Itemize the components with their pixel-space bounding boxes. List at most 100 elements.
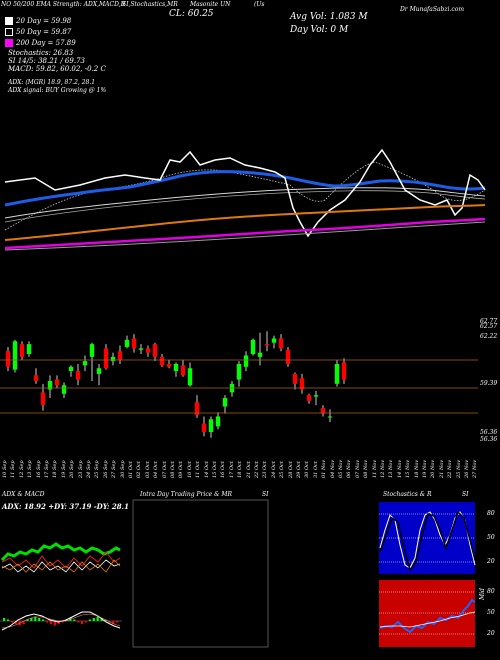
macd-histogram-bar <box>92 618 95 621</box>
macd-signal-line <box>1 613 121 629</box>
candle-body <box>306 395 312 401</box>
candle-body <box>131 338 137 349</box>
macd-line: MACD: 59.82, 60.02, -0.2 C <box>8 65 106 73</box>
price-label-3: 62.22 <box>480 333 498 340</box>
date-label: 13 Nov <box>388 459 395 478</box>
macd-histogram-bar <box>45 621 49 623</box>
si-line: SI 14/5: 38.21 / 69.73 <box>8 57 85 65</box>
date-label: 02 Oct <box>136 461 143 478</box>
candle-body <box>145 348 151 353</box>
macd-histogram-bar <box>38 618 41 621</box>
macd-histogram-bar <box>81 621 84 624</box>
price-label-1: 62.77 <box>480 318 498 325</box>
adx-red-line <box>1 551 121 569</box>
date-label: 14 Oct <box>203 461 210 478</box>
header-title-right2: Dr MunafaSabzi.com <box>400 6 465 13</box>
stoch-panel-title: Stochastics & R <box>383 491 432 498</box>
intraday-panel-frame <box>132 499 269 648</box>
candle-body <box>257 352 263 357</box>
date-label: 23 Oct <box>262 461 269 478</box>
ema-section <box>4 148 486 251</box>
header-title-right: (Us <box>254 1 265 8</box>
candle-body <box>208 419 214 433</box>
candle-body <box>5 351 11 367</box>
date-label: 31 Oct <box>312 461 319 478</box>
adx-green-line <box>0 542 121 562</box>
date-label: 23 Sep <box>77 460 84 478</box>
macd-histogram-bar <box>88 619 91 621</box>
candle-body <box>166 363 172 367</box>
ema-white-volatile-line <box>4 148 486 238</box>
candle-body <box>96 368 102 374</box>
date-label: 18 Sep <box>52 460 59 478</box>
candle-body <box>124 339 130 347</box>
ema-white-band-2 <box>4 190 486 223</box>
adx-orange-line <box>1 559 121 573</box>
candle-body <box>82 361 88 366</box>
macd-histogram-bar <box>26 619 29 621</box>
price-label-4: 59.39 <box>480 380 498 387</box>
macd-histogram-bar <box>53 621 56 626</box>
date-label: 22 Oct <box>254 461 260 478</box>
macd-histogram-bar <box>77 621 80 623</box>
rsi-level-20-label: 20 <box>487 630 495 637</box>
date-label: 19 Sep <box>60 460 67 478</box>
legend-dma20: 20 Day = 59.98 <box>5 17 71 25</box>
legend-dma50-label: 50 Day = 59.87 <box>16 28 72 36</box>
date-label: 27 Sep <box>111 460 118 478</box>
day-vol-label: Day Vol: 0 M <box>290 25 349 35</box>
candle-body <box>201 423 207 433</box>
ema-white-band-1 <box>4 187 486 219</box>
date-label: 14 Nov <box>396 459 403 478</box>
header-title-mid1: SI,Stochastics,MR <box>122 1 178 8</box>
candlestick-group <box>5 331 347 438</box>
macd-histogram-bar <box>49 621 52 624</box>
date-label: 15 Nov <box>405 459 412 478</box>
adx-line: ADX: (MGR) 18.9, 87.2, 28.1 <box>8 79 96 86</box>
date-label: 11 Oct <box>195 461 202 478</box>
rsi-mid-label: Mid <box>479 588 486 600</box>
candle-body <box>327 416 333 418</box>
intraday-panel-title: Intra Day Trading Price & MR <box>140 491 233 498</box>
date-label: 27 Nov <box>472 459 479 478</box>
macd-histogram-bar <box>30 618 33 621</box>
candle-body <box>180 365 186 376</box>
date-label: 15 Oct <box>212 461 218 478</box>
candle-body <box>75 371 81 380</box>
macd-histogram-bar <box>22 621 25 624</box>
date-label: 22 Nov <box>447 459 454 478</box>
date-label: 03 Oct <box>144 461 151 478</box>
date-label: 10 Oct <box>186 461 193 478</box>
date-label: 07 Oct <box>161 461 168 478</box>
candle-body <box>47 381 53 390</box>
adx-panel-title: ADX & MACD <box>2 491 45 498</box>
candle-body <box>103 348 109 369</box>
date-label: 26 Sep <box>102 460 109 478</box>
candle-body <box>243 355 249 367</box>
legend-dma20-swatch <box>5 17 13 25</box>
date-label: 12 Nov <box>380 459 386 478</box>
legend-dma200-swatch <box>5 39 13 47</box>
candle-body <box>61 385 67 394</box>
candle-body <box>152 344 158 357</box>
candle-body <box>159 356 165 366</box>
legend-dma50: 50 Day = 59.87 <box>5 28 71 36</box>
date-label: 18 Oct <box>237 461 244 478</box>
candle-body <box>19 344 25 357</box>
candle-body <box>89 344 95 357</box>
date-label: 25 Nov <box>455 459 462 478</box>
header-title-mid2: Masonite UN <box>190 1 231 8</box>
date-label: 01 Oct <box>128 461 134 478</box>
rsi-panel-bg <box>379 580 475 647</box>
candle-body <box>320 407 326 414</box>
adx-signal-line: ADX signal: BUY Growing @ 1% <box>8 87 107 94</box>
candle-body <box>187 368 193 386</box>
ema-magenta-line <box>4 217 486 250</box>
legend-dma50-swatch <box>5 28 13 36</box>
candle-body <box>222 398 228 407</box>
stoch-line: Stochastics: 26.83 <box>8 49 74 57</box>
candle-body <box>264 344 270 346</box>
date-label: 30 Oct <box>304 461 311 478</box>
close-label: CL: 60.25 <box>169 9 214 19</box>
